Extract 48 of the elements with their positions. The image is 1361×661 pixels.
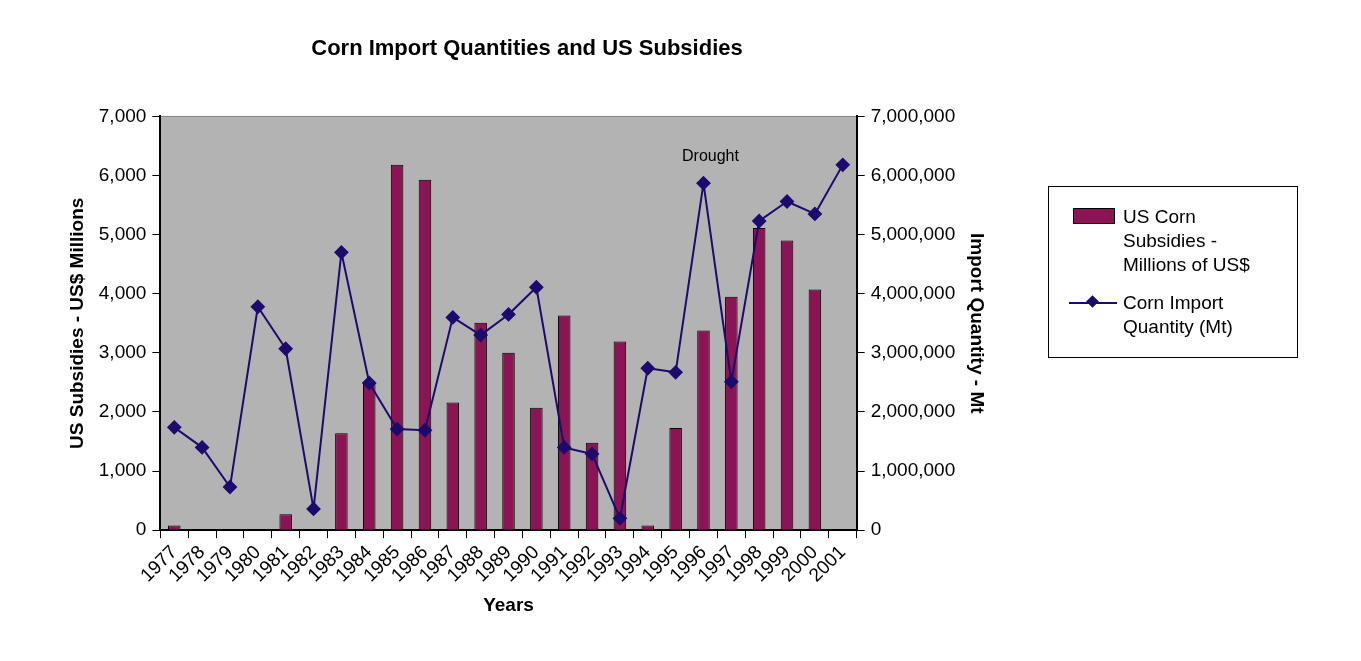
y-axis-title: US Subsidies - US$ Millions bbox=[65, 197, 87, 449]
point bbox=[612, 511, 627, 526]
y-tick-label: 0 bbox=[135, 518, 147, 540]
legend-label: US Corn Subsidies - Millions of US$ bbox=[1123, 205, 1251, 277]
y2-tick-label: 6,000,000 bbox=[870, 163, 956, 185]
point bbox=[752, 214, 767, 229]
point bbox=[445, 310, 460, 325]
y2-tick-label: 7,000,000 bbox=[870, 104, 956, 126]
y-tick-label: 1,000 bbox=[98, 459, 147, 481]
y-tick-label: 4,000 bbox=[98, 281, 147, 303]
y2-tick-label: 5,000,000 bbox=[870, 222, 956, 244]
point bbox=[835, 157, 850, 172]
point bbox=[362, 376, 377, 390]
point bbox=[668, 365, 683, 380]
annotation: Drought bbox=[681, 146, 740, 164]
point bbox=[278, 341, 293, 356]
x-axis-title: Years bbox=[483, 593, 534, 615]
point bbox=[334, 245, 349, 260]
point bbox=[585, 446, 600, 461]
point bbox=[167, 420, 182, 435]
y-tick-label: 7,000 bbox=[98, 104, 147, 126]
point bbox=[696, 176, 711, 191]
point bbox=[195, 440, 210, 455]
point bbox=[807, 206, 822, 221]
y-tick-label: 2,000 bbox=[98, 400, 147, 422]
point bbox=[306, 501, 321, 516]
y-tick-label: 6,000 bbox=[98, 163, 147, 185]
point bbox=[390, 422, 405, 437]
point bbox=[501, 307, 516, 322]
point bbox=[780, 194, 795, 209]
y2-tick-label: 0 bbox=[870, 518, 882, 540]
point bbox=[557, 440, 572, 455]
point bbox=[250, 299, 265, 314]
point bbox=[724, 374, 739, 389]
point bbox=[529, 280, 544, 295]
legend-label: Corn Import Quantity (Mt) bbox=[1123, 291, 1234, 339]
point bbox=[640, 361, 655, 376]
point bbox=[222, 480, 237, 495]
y2-tick-label: 3,000,000 bbox=[870, 341, 956, 363]
y2-tick-label: 1,000,000 bbox=[870, 459, 956, 481]
y-tick-label: 5,000 bbox=[98, 222, 147, 244]
point bbox=[473, 328, 488, 343]
y2-tick-label: 2,000,000 bbox=[870, 400, 956, 422]
y2-axis-title: Import Quantity - Mt bbox=[967, 233, 989, 415]
chart-title: Corn Import Quantities and US Subsidies bbox=[311, 35, 743, 61]
point bbox=[417, 423, 432, 438]
y2-tick-label: 4,000,000 bbox=[870, 281, 956, 303]
y-tick-label: 3,000 bbox=[98, 341, 147, 363]
